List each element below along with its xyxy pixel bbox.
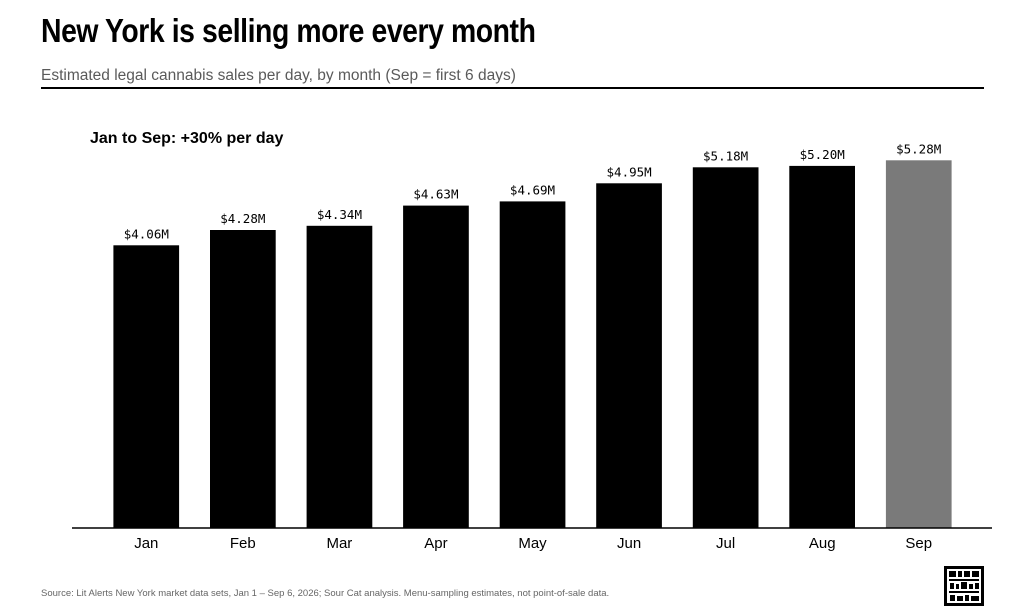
bar-jul: [692, 167, 759, 529]
bar-sep: [885, 160, 952, 529]
bar-feb: [210, 230, 276, 528]
bar-mar: [306, 225, 373, 529]
bar-may: [499, 201, 566, 528]
value-label-mar: $4.34M: [317, 207, 362, 222]
x-tick-label-jan: Jan: [134, 535, 158, 552]
page-subtitle: Estimated legal cannabis sales per day, …: [41, 67, 516, 84]
value-label-feb: $4.28M: [220, 211, 265, 226]
x-tick-label-aug: Aug: [809, 535, 836, 552]
bar-apr: [403, 205, 469, 528]
page-title: New York is selling more every month: [41, 12, 536, 49]
x-tick-label-sep: Sep: [905, 535, 932, 552]
value-label-sep: $5.28M: [896, 141, 941, 156]
x-tick-label-jun: Jun: [617, 535, 641, 552]
value-label-jan: $4.06M: [124, 226, 169, 241]
x-tick-labels-group: Jan Feb Mar Apr May Jun Jul Aug Sep: [134, 535, 932, 552]
chart-annotation: Jan to Sep: +30% per day: [90, 130, 284, 147]
x-tick-label-feb: Feb: [230, 535, 256, 552]
x-tick-label-mar: Mar: [326, 535, 352, 552]
x-tick-label-apr: Apr: [424, 535, 447, 552]
bar-jun: [596, 183, 662, 529]
bar-jan: [113, 245, 180, 529]
value-labels-group: $4.06M $4.28M $4.34M $4.63M $4.69M $4.95M $5.1…: [124, 141, 942, 241]
value-label-jul: $5.18M: [703, 148, 748, 163]
value-label-may: $4.69M: [510, 182, 555, 197]
title-divider: [41, 87, 984, 89]
sour-cat-logo-icon: [944, 566, 984, 606]
value-label-aug: $5.20M: [800, 147, 845, 162]
source-note: Source: Lit Alerts New York market data …: [41, 588, 610, 599]
bar-aug: [789, 165, 855, 528]
bars-group: [113, 160, 952, 529]
x-tick-label-may: May: [518, 535, 547, 552]
value-label-jun: $4.95M: [607, 164, 652, 179]
x-tick-label-jul: Jul: [716, 535, 735, 552]
value-label-apr: $4.63M: [413, 187, 458, 202]
